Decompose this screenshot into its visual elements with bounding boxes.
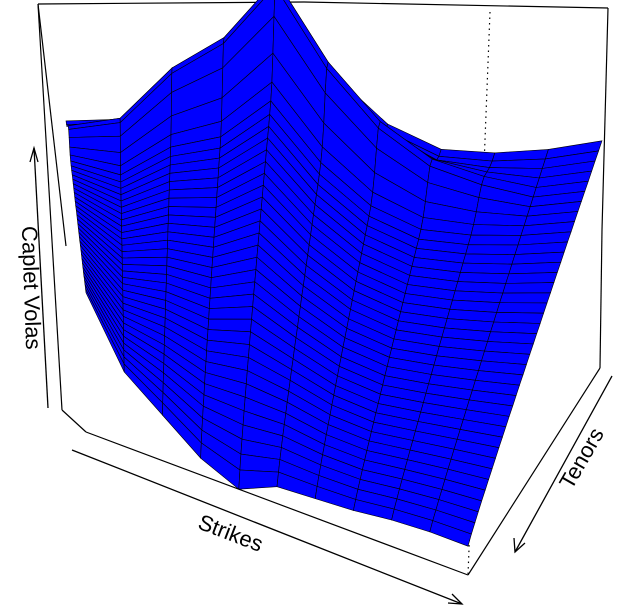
surface-facet <box>502 282 555 294</box>
surface-facet <box>465 244 519 255</box>
surface-facet <box>508 261 562 275</box>
z-axis-label: Caplet Volas <box>17 226 46 350</box>
y-axis-arrow <box>513 375 613 554</box>
surface-facet <box>168 197 218 208</box>
y-axis-label: Tenors <box>554 423 609 493</box>
surface-facet <box>505 272 558 284</box>
surface-facet <box>467 234 522 246</box>
surface-facet <box>462 253 516 265</box>
surface-facet <box>429 520 472 547</box>
surface-facet <box>499 292 551 304</box>
surface-facet <box>238 469 279 490</box>
surface-facet <box>493 312 545 324</box>
z-axis-arrow <box>29 145 49 409</box>
surface-facet <box>460 262 513 275</box>
surface-facet <box>470 224 525 236</box>
box-front-edges <box>37 3 603 576</box>
surface-facet <box>496 302 548 314</box>
x-axis-label: Strikes <box>195 509 267 556</box>
surface-facet <box>208 306 254 320</box>
x-axis-arrow <box>71 449 464 605</box>
volatility-surface <box>65 0 603 547</box>
